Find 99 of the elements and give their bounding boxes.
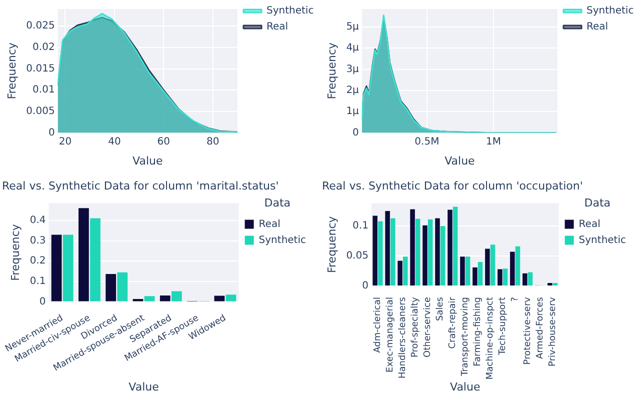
- bar: [498, 269, 502, 286]
- x-axis-title: Value: [444, 154, 476, 168]
- chart-title: Real vs. Synthetic Data for column 'marital.status': [2, 179, 279, 192]
- x-tick-label: Exec-managerial: [386, 297, 396, 372]
- bar: [448, 210, 452, 286]
- y-tick-label: 0.3: [30, 235, 46, 246]
- legend-label: Synthetic: [266, 6, 314, 17]
- bar: [490, 244, 496, 286]
- legend-label: Real: [258, 218, 280, 230]
- bar: [472, 267, 478, 286]
- bar: [144, 296, 155, 302]
- x-tick-label: Machine-op-inspct: [485, 296, 496, 380]
- bar: [465, 256, 470, 286]
- bar: [428, 219, 433, 286]
- x-tick-label: 80: [206, 136, 220, 148]
- bar: [106, 274, 116, 302]
- y-tick-label: 0.005: [26, 106, 55, 118]
- x-tick-label: Tech-support: [498, 296, 508, 356]
- bar: [410, 209, 415, 286]
- y-tick-label: 0.05: [346, 250, 368, 262]
- bar: [78, 208, 89, 302]
- bar: [90, 218, 100, 302]
- bar: [171, 291, 182, 302]
- bar: [402, 256, 408, 286]
- legend-label: Synthetic: [578, 234, 626, 246]
- y-tick-label: 0.01: [32, 84, 55, 96]
- x-tick-label: Handlers-cleaners: [398, 296, 408, 379]
- y-axis-title: Frequency: [5, 42, 18, 100]
- x-axis-title: Value: [450, 380, 480, 394]
- legend-title: Data: [264, 196, 291, 210]
- bar: [460, 256, 465, 286]
- x-tick-label: Craft-repair: [448, 296, 458, 349]
- bar: [214, 296, 225, 302]
- x-tick-label: Transport-moving: [460, 297, 470, 377]
- x-tick-label: Adm-clerical: [373, 297, 384, 353]
- legend-title: Data: [584, 196, 611, 210]
- chart-title: Real vs. Synthetic Data for column 'occupation': [322, 179, 583, 192]
- y-tick-label: 0: [352, 127, 359, 138]
- bar: [415, 218, 420, 286]
- y-tick-label: 0.4: [30, 215, 46, 226]
- x-tick-label: Farming-fishing: [472, 297, 483, 366]
- x-tick-label: Protective-serv: [522, 296, 533, 365]
- y-tick-label: 3μ: [346, 64, 360, 75]
- bar: [160, 296, 170, 302]
- y-tick-label: 0: [362, 280, 368, 292]
- x-tick-label: Sales: [435, 296, 446, 321]
- bar: [510, 252, 515, 286]
- bar: [452, 206, 458, 286]
- bar: [226, 294, 236, 302]
- bar: [398, 260, 402, 286]
- y-tick-label: 2μ: [346, 85, 360, 96]
- bar: [62, 234, 74, 302]
- x-tick-label: 20: [58, 136, 72, 148]
- legend-label: Synthetic: [586, 6, 634, 17]
- bar: [372, 216, 378, 286]
- x-tick-label: 1M: [486, 136, 502, 148]
- y-axis-title: Frequency: [325, 42, 338, 100]
- y-tick-label: 0.2: [30, 256, 46, 267]
- x-tick-label: 60: [157, 136, 170, 148]
- legend-label: Real: [578, 218, 600, 230]
- legend-label: Synthetic: [258, 234, 306, 246]
- x-tick-label: 0.5M: [414, 136, 440, 148]
- y-tick-label: 0.02: [32, 42, 55, 54]
- bar: [51, 234, 62, 302]
- bar: [528, 272, 533, 286]
- y-axis-title: Frequency: [9, 224, 22, 281]
- y-tick-label: 0.1: [352, 220, 368, 232]
- x-tick-label: Prof-specialty: [410, 296, 421, 358]
- x-axis-title: Value: [132, 154, 163, 168]
- y-tick-label: 0.015: [26, 63, 55, 74]
- legend-label: Real: [266, 22, 288, 33]
- bar: [502, 268, 508, 286]
- y-tick-label: 0: [39, 296, 46, 308]
- bar: [485, 248, 490, 286]
- bar: [515, 246, 520, 286]
- bar: [522, 273, 528, 286]
- y-tick-label: 0.025: [26, 20, 55, 32]
- x-tick-label: ?: [510, 296, 520, 302]
- bar: [390, 218, 396, 286]
- bar: [117, 272, 128, 302]
- y-tick-label: 1μ: [346, 106, 360, 118]
- y-tick-label: 0.1: [30, 276, 46, 288]
- x-tick-label: Priv-house-serv: [548, 296, 558, 366]
- legend-label: Real: [586, 22, 608, 33]
- x-tick-label: 40: [108, 136, 121, 148]
- bar: [132, 298, 144, 302]
- y-axis-title: Frequency: [325, 216, 338, 274]
- x-axis-title: Value: [128, 380, 160, 394]
- bar: [378, 221, 383, 286]
- bar: [440, 226, 446, 286]
- bar: [478, 262, 483, 286]
- y-tick-label: 0: [48, 127, 55, 138]
- y-tick-label: 5μ: [346, 22, 360, 33]
- x-tick-label: Other-service: [423, 296, 434, 358]
- bar: [385, 211, 390, 286]
- bar: [422, 225, 428, 286]
- bar: [435, 218, 440, 286]
- x-tick-label: Armed-Forces: [535, 296, 546, 360]
- y-tick-label: 4μ: [346, 42, 360, 54]
